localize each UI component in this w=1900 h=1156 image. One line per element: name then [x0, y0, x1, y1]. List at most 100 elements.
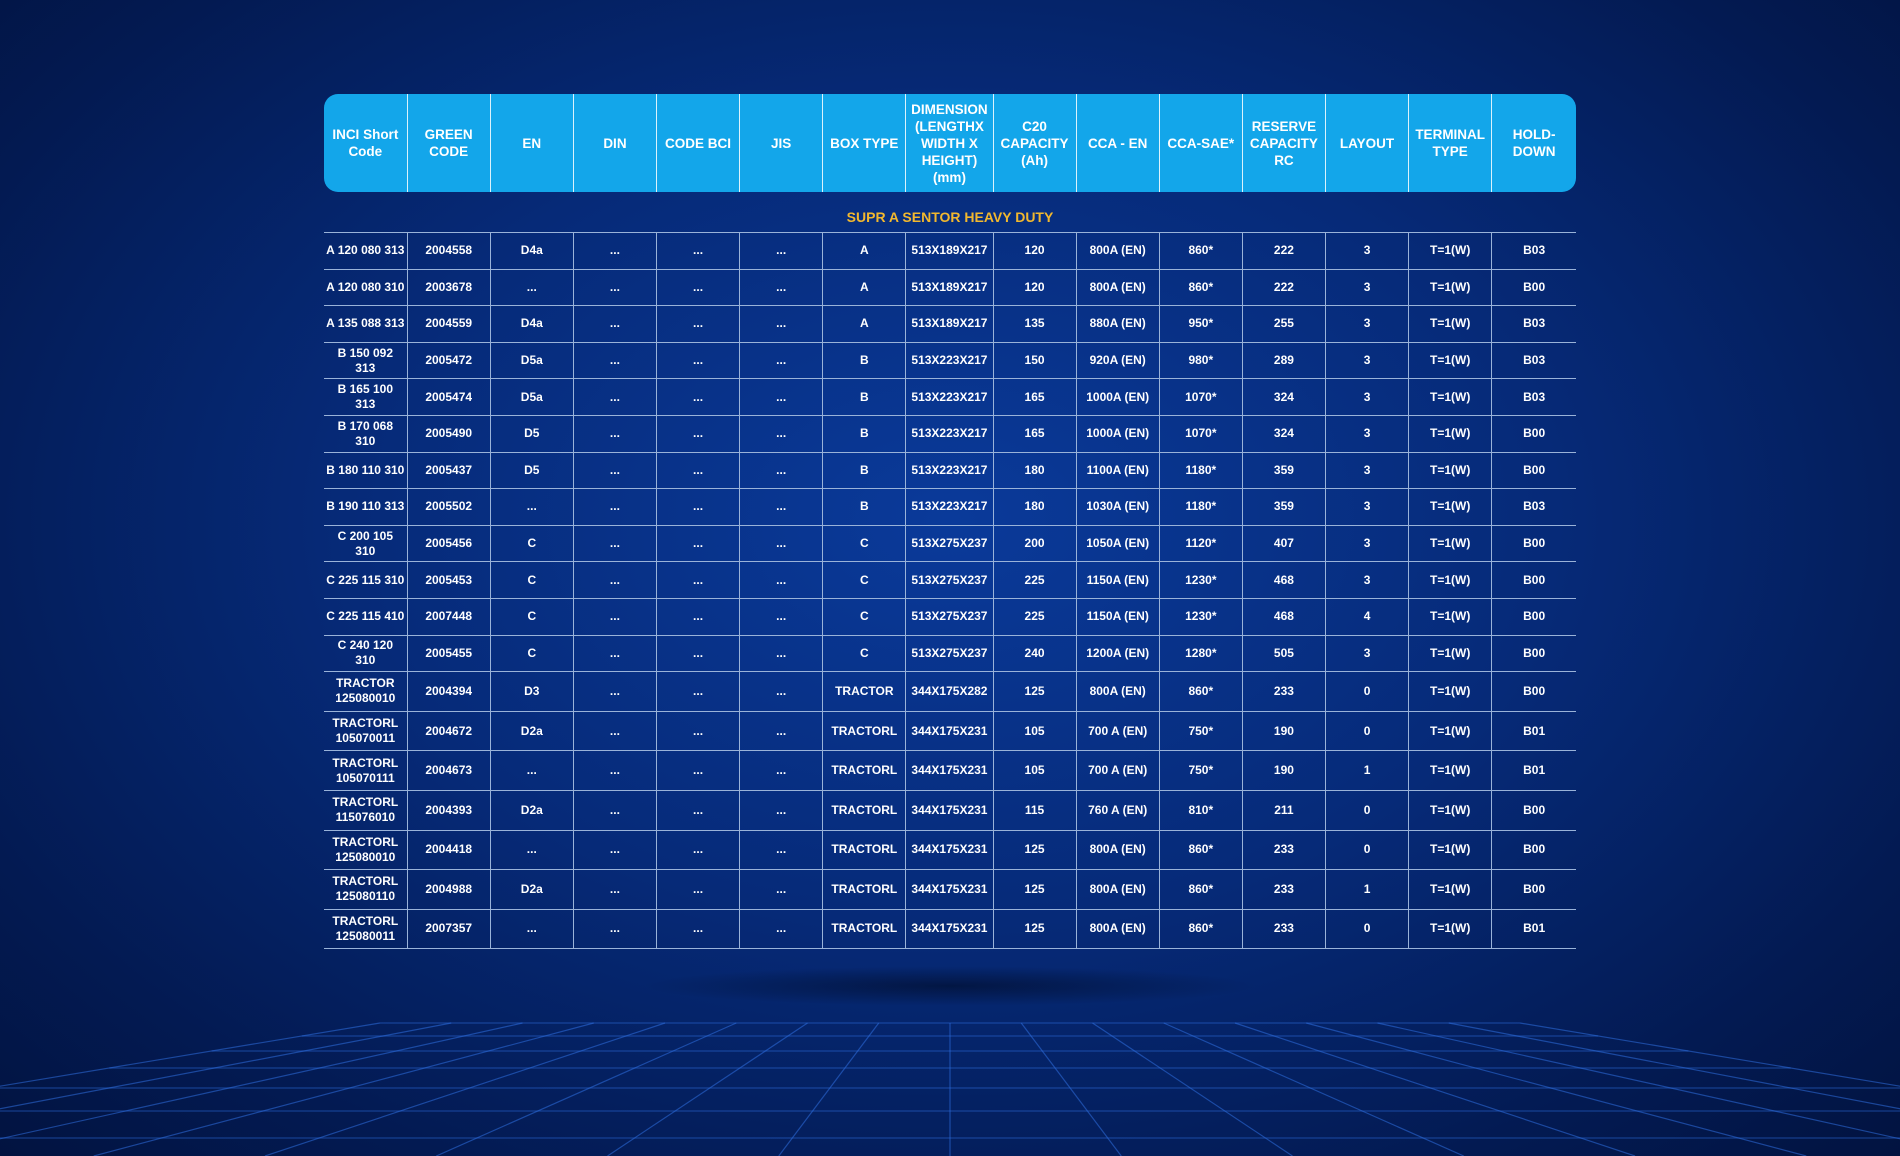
- table-cell: 120: [993, 269, 1077, 307]
- table-cell: TRACTORL: [822, 830, 907, 871]
- section-row: SUPR A SENTOR HEAVY DUTY: [324, 202, 1576, 233]
- table-cell: 513X223X217: [905, 488, 994, 526]
- battery-spec-table: INCI Short Code GREEN CODE EN DIN CODE BCI JI…: [324, 94, 1576, 950]
- table-cell: 2007357: [407, 909, 491, 950]
- grid-line: [0, 1022, 452, 1110]
- table-cell: 1280*: [1159, 635, 1243, 673]
- table-cell: ...: [573, 525, 658, 563]
- table-cell: ...: [656, 488, 741, 526]
- grid-line: [264, 1022, 666, 1156]
- table-cell: T=1(W): [1408, 909, 1493, 950]
- table-cell: 950*: [1159, 305, 1243, 343]
- table-cell: 233: [1242, 869, 1327, 910]
- table-row: TRACTORL 125080010 2004418............ TRAC…: [324, 830, 1576, 871]
- table-cell: ...: [573, 342, 658, 380]
- table-cell: ...: [739, 711, 824, 752]
- table-cell: 115: [993, 790, 1077, 831]
- table-cell: B03: [1491, 488, 1576, 526]
- table-cell: B00: [1491, 671, 1576, 712]
- table-cell: TRACTORL: [822, 750, 907, 791]
- table-cell: 3: [1325, 269, 1410, 307]
- table-row: C 225 115 310 2005453 C......... C 513X275X2…: [324, 561, 1576, 599]
- table-cell: 468: [1242, 561, 1327, 599]
- table-row: B 165 100 313 2005474 D5a......... B 513X223…: [324, 378, 1576, 416]
- table-cell: ...: [573, 909, 658, 950]
- table-cell: B: [822, 342, 907, 380]
- table-cell: ...: [739, 269, 824, 307]
- grid-line: [1163, 1022, 1464, 1156]
- column-header: JIS: [739, 94, 824, 192]
- table-cell: B03: [1491, 378, 1576, 416]
- table-cell: T=1(W): [1408, 561, 1493, 599]
- table-row: B 170 068 310 2005490 D5......... B 513X223X…: [324, 415, 1576, 453]
- table-cell: ...: [739, 525, 824, 563]
- table-cell: 513X275X237: [905, 635, 994, 673]
- table-cell: 105: [993, 711, 1077, 752]
- table-row: TRACTORL 105070111 2004673............ TRAC…: [324, 750, 1576, 791]
- table-cell: 150: [993, 342, 1077, 380]
- table-cell: ...: [573, 711, 658, 752]
- table-cell: 3: [1325, 232, 1410, 270]
- table-cell: 0: [1325, 671, 1410, 712]
- table-cell: C: [822, 561, 907, 599]
- table-cell: ...: [573, 750, 658, 791]
- table-cell: 344X175X231: [905, 909, 994, 950]
- table-cell: ...: [739, 452, 824, 490]
- table-cell: 180: [993, 488, 1077, 526]
- table-cell: ...: [656, 378, 741, 416]
- table-cell: T=1(W): [1408, 452, 1493, 490]
- table-row: B 150 092 313 2005472 D5a......... B 513X223…: [324, 342, 1576, 380]
- table-cell: 2004672: [407, 711, 491, 752]
- table-cell: 233: [1242, 671, 1327, 712]
- table-cell: B01: [1491, 750, 1576, 791]
- table-cell: 800A (EN): [1076, 909, 1160, 950]
- table-cell: A 120 080 310: [324, 269, 408, 307]
- table-cell: 513X275X237: [905, 525, 994, 563]
- table-cell: ...: [739, 790, 824, 831]
- table-cell: TRACTORL: [822, 711, 907, 752]
- table-cell: ...: [656, 909, 741, 950]
- table-cell: A: [822, 305, 907, 343]
- header-spacer: [324, 192, 1576, 202]
- table-cell: 2004394: [407, 671, 491, 712]
- table-cell: 344X175X231: [905, 711, 994, 752]
- table-cell: 344X175X282: [905, 671, 994, 712]
- table-cell: 1180*: [1159, 488, 1243, 526]
- table-cell: 240: [993, 635, 1077, 673]
- table-cell: ...: [656, 232, 741, 270]
- table-cell: ...: [739, 305, 824, 343]
- grid-line: [1234, 1022, 1636, 1156]
- grid-line: [0, 1022, 523, 1140]
- table-cell: 233: [1242, 909, 1327, 950]
- grid-line: [607, 1022, 808, 1156]
- table-cell: 860*: [1159, 232, 1243, 270]
- table-cell: ...: [739, 671, 824, 712]
- table-cell: 800A (EN): [1076, 232, 1160, 270]
- table-cell: 760 A (EN): [1076, 790, 1160, 831]
- table-cell: 4: [1325, 598, 1410, 636]
- table-row: B 180 110 310 2005437 D5......... B 513X223X…: [324, 452, 1576, 490]
- table-cell: 359: [1242, 452, 1327, 490]
- table-cell: 1000A (EN): [1076, 378, 1160, 416]
- table-cell: C: [822, 635, 907, 673]
- table-cell: C 200 105 310: [324, 525, 408, 563]
- table-cell: B00: [1491, 869, 1576, 910]
- table-cell: ...: [573, 269, 658, 307]
- table-cell: B00: [1491, 598, 1576, 636]
- column-header: BOX TYPE: [822, 94, 907, 192]
- table-cell: ...: [656, 598, 741, 636]
- table-cell: ...: [656, 269, 741, 307]
- table-cell: D5a: [490, 342, 574, 380]
- table-cell: 2005502: [407, 488, 491, 526]
- table-cell: ...: [490, 909, 574, 950]
- table-cell: 513X189X217: [905, 232, 994, 270]
- table-floor-shadow: [640, 966, 1260, 1006]
- table-cell: TRACTORL 125080010: [324, 830, 408, 871]
- table-cell: ...: [656, 342, 741, 380]
- table-cell: 700 A (EN): [1076, 750, 1160, 791]
- table-cell: TRACTORL: [822, 869, 907, 910]
- grid-line: [1519, 1022, 1900, 1087]
- table-cell: 2005490: [407, 415, 491, 453]
- table-cell: 344X175X231: [905, 830, 994, 871]
- table-cell: 2005472: [407, 342, 491, 380]
